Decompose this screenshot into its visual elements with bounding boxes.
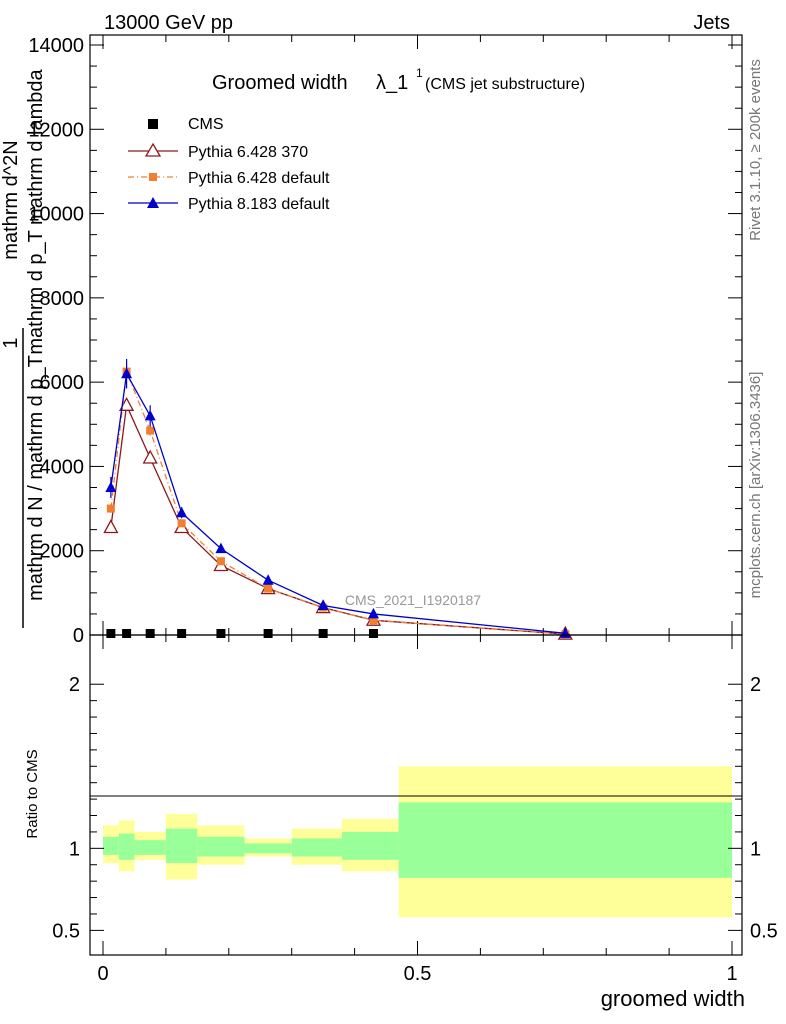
cms-data-point bbox=[145, 629, 155, 638]
legend-item-py6-default: Pythia 6.428 default bbox=[128, 170, 330, 187]
ratio-band-inner bbox=[165, 828, 198, 864]
py6-default-point bbox=[177, 519, 186, 528]
title-sup: 1 bbox=[416, 66, 423, 80]
ratio-band-inner bbox=[134, 840, 166, 855]
legend-item-py6-370: Pythia 6.428 370 bbox=[128, 142, 308, 161]
watermark: CMS_2021_I1920187 bbox=[345, 592, 481, 608]
y-tick-label: 8000 bbox=[40, 288, 85, 310]
main-panel: 1 mathrm d N / mathrm d p_T mathrm d p_T… bbox=[0, 34, 743, 647]
x-tick-label: 0 bbox=[97, 963, 108, 985]
mcplots-label: mcplots.cern.ch [arXiv:1306.3436] bbox=[747, 372, 764, 599]
py6-370-point bbox=[103, 519, 119, 534]
py6-default-point bbox=[146, 426, 155, 435]
cms-data-point bbox=[106, 629, 116, 638]
legend-marker-py6-default bbox=[149, 173, 157, 181]
legend-marker-py6-370 bbox=[144, 142, 162, 157]
legend-item-cms: CMS bbox=[148, 116, 224, 133]
plot-title: Groomed width λ_1 1 (CMS jet substructur… bbox=[212, 66, 585, 94]
legend-label-cms: CMS bbox=[188, 116, 224, 133]
ratio-band-inner bbox=[342, 831, 399, 860]
rivet-label: Rivet 3.1.10, ≥ 200k events bbox=[747, 59, 764, 241]
ratio-band-inner bbox=[244, 843, 292, 854]
y-tick-label: 14000 bbox=[28, 35, 84, 57]
ratio-band-inner bbox=[103, 836, 119, 855]
main-series bbox=[103, 358, 573, 640]
ratio-y-tick-label-right: 1 bbox=[750, 838, 761, 860]
legend-marker-py8-default bbox=[147, 197, 159, 208]
py8-default-point bbox=[367, 607, 379, 619]
y-axis-label-denominator: mathrm d N / mathrm d p_T bbox=[25, 355, 47, 601]
ratio-band-inner bbox=[118, 833, 135, 860]
y-tick-label: 2000 bbox=[40, 541, 85, 563]
ratio-y-tick-label: 1 bbox=[69, 838, 80, 860]
y-tick-label: 6000 bbox=[40, 372, 85, 394]
x-tick-label: 0.5 bbox=[404, 963, 432, 985]
ratio-bands bbox=[103, 766, 732, 918]
cms-data-point bbox=[368, 629, 378, 638]
y-axis-label-numerator: 1 bbox=[0, 337, 22, 348]
series-line-3 bbox=[110, 371, 566, 634]
legend-label-py6-370: Pythia 6.428 370 bbox=[188, 144, 308, 161]
ratio-y-tick-label-right: 0.5 bbox=[750, 920, 778, 942]
py6-370-point bbox=[142, 449, 158, 464]
ratio-band-inner bbox=[291, 838, 343, 857]
legend-marker-cms bbox=[148, 119, 158, 129]
cms-data-point bbox=[177, 629, 187, 638]
x-tick-label: 1 bbox=[726, 963, 737, 985]
x-axis-label: groomed width bbox=[601, 986, 745, 1011]
header-right: Jets bbox=[693, 12, 730, 34]
ratio-frame bbox=[89, 634, 743, 956]
cms-data-point bbox=[263, 629, 273, 638]
ratio-panel: 0.5 0.5 1 1 2 2 0 0.5 1 Ratio to CMS groomed wid… bbox=[24, 634, 778, 1011]
title-symbol: λ_1 bbox=[376, 72, 408, 94]
cms-data-point bbox=[122, 629, 132, 638]
ratio-band-inner bbox=[197, 836, 245, 857]
py6-default-point bbox=[106, 504, 115, 513]
legend-label-py6-default: Pythia 6.428 default bbox=[188, 170, 330, 187]
ratio-ticks: 0.5 0.5 1 1 2 2 0 0.5 1 bbox=[52, 635, 778, 985]
py8-default-point bbox=[176, 506, 188, 518]
legend: CMS Pythia 6.428 370 Pythia 6.428 defaul… bbox=[128, 116, 330, 213]
title-text: Groomed width bbox=[212, 72, 348, 94]
py8-default-point bbox=[215, 542, 227, 554]
y-axis-label-part3: mathrm d^2N bbox=[0, 140, 22, 259]
py6-default-point bbox=[369, 616, 378, 625]
py6-default-point bbox=[216, 557, 225, 566]
y-tick-label: 10000 bbox=[28, 204, 84, 226]
main-ticks: 0 2000 4000 6000 8000 10000 12000 14000 bbox=[28, 35, 742, 647]
cms-data-point bbox=[216, 629, 226, 638]
ratio-y-label: Ratio to CMS bbox=[24, 749, 41, 838]
py8-default-point bbox=[262, 574, 274, 585]
y-tick-label: 4000 bbox=[40, 456, 85, 478]
py8-default-point bbox=[105, 481, 117, 492]
y-tick-label: 0 bbox=[73, 625, 84, 647]
legend-label-py8-default: Pythia 8.183 default bbox=[188, 196, 330, 213]
y-tick-label: 12000 bbox=[28, 119, 84, 141]
y-axis-label-part2: mathrm d p_T mathrm d lambda bbox=[25, 68, 47, 354]
header-left: 13000 GeV pp bbox=[104, 12, 233, 34]
ratio-y-tick-label: 0.5 bbox=[52, 920, 80, 942]
py8-default-point bbox=[144, 409, 156, 421]
ratio-y-tick-label-right: 2 bbox=[750, 674, 761, 696]
legend-item-py8-default: Pythia 8.183 default bbox=[128, 196, 330, 213]
py8-default-point bbox=[121, 367, 133, 379]
ratio-y-tick-label: 2 bbox=[69, 674, 80, 696]
title-subtext: (CMS jet substructure) bbox=[425, 76, 585, 93]
py8-default-point bbox=[317, 599, 329, 610]
cms-data-point bbox=[318, 629, 328, 638]
py6-default-point bbox=[264, 584, 273, 593]
ratio-band-inner bbox=[398, 802, 732, 878]
